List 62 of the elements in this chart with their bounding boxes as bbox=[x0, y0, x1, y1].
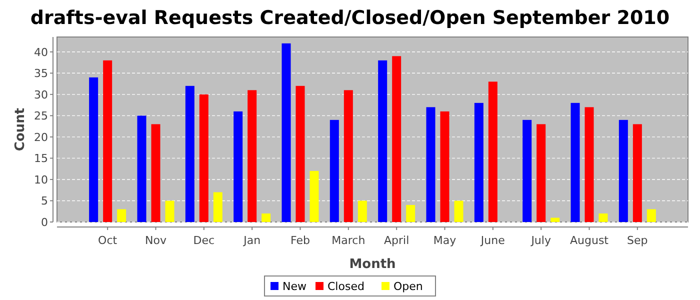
y-tick-label: 35 bbox=[34, 67, 48, 80]
x-tick-label: May bbox=[433, 234, 457, 247]
x-tick-label: Dec bbox=[193, 234, 215, 247]
x-tick-label: June bbox=[480, 234, 506, 247]
y-axis-title: Count bbox=[13, 108, 28, 152]
y-tick-label: 20 bbox=[34, 130, 48, 144]
x-tick-label: August bbox=[570, 234, 610, 247]
bar bbox=[103, 60, 112, 222]
y-tick-label: 40 bbox=[34, 46, 48, 59]
bar bbox=[262, 213, 271, 222]
bar bbox=[330, 120, 339, 222]
bar bbox=[213, 192, 222, 222]
x-tick-label: Sep bbox=[627, 234, 648, 247]
bar bbox=[358, 200, 367, 222]
bar bbox=[598, 213, 608, 222]
bar bbox=[646, 209, 656, 222]
bar bbox=[378, 60, 388, 222]
bar bbox=[440, 111, 450, 222]
bar bbox=[550, 218, 560, 222]
bar bbox=[632, 124, 642, 222]
y-tick-label: 30 bbox=[34, 88, 48, 102]
bar bbox=[392, 56, 402, 222]
x-tick-label: Oct bbox=[98, 234, 118, 247]
bar bbox=[454, 200, 464, 222]
bar bbox=[344, 90, 353, 222]
legend-label: New bbox=[282, 280, 306, 293]
bar bbox=[488, 82, 498, 222]
bar bbox=[248, 90, 257, 222]
bar bbox=[618, 120, 628, 222]
x-tick-label: April bbox=[384, 234, 410, 247]
bar bbox=[234, 111, 243, 222]
legend-label: Open bbox=[394, 280, 423, 293]
y-tick-label: 0 bbox=[41, 216, 48, 229]
bar bbox=[151, 124, 160, 222]
x-tick-label: March bbox=[332, 234, 366, 247]
bar bbox=[426, 107, 436, 222]
bar bbox=[310, 170, 319, 222]
bar bbox=[406, 204, 416, 222]
bar bbox=[117, 209, 126, 222]
chart-title: drafts-eval Requests Created/Closed/Open September 2010 bbox=[30, 7, 670, 29]
bar bbox=[536, 124, 546, 222]
bar bbox=[282, 43, 291, 222]
bar bbox=[522, 120, 532, 222]
x-tick-label: Jan bbox=[242, 234, 261, 247]
bar bbox=[570, 102, 580, 222]
bar bbox=[165, 200, 174, 222]
bar bbox=[474, 102, 484, 222]
x-tick-label: July bbox=[530, 234, 552, 247]
x-tick-label: Feb bbox=[290, 234, 310, 247]
y-tick-label: 25 bbox=[34, 110, 48, 123]
bar bbox=[296, 86, 305, 222]
y-tick-label: 15 bbox=[34, 152, 48, 166]
x-axis-title: Month bbox=[349, 257, 396, 272]
bar bbox=[185, 86, 194, 222]
bar bbox=[137, 116, 146, 222]
x-tick-label: Nov bbox=[145, 234, 167, 247]
bar bbox=[584, 107, 594, 222]
y-tick-label: 10 bbox=[34, 173, 48, 186]
legend-label: Closed bbox=[328, 280, 364, 293]
bar bbox=[199, 94, 208, 222]
y-tick-label: 5 bbox=[41, 194, 48, 208]
bar bbox=[89, 77, 98, 222]
